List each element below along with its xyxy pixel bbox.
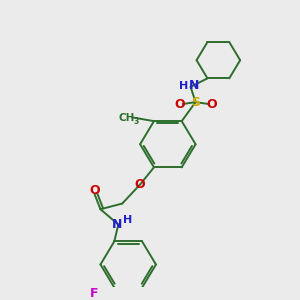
Text: F: F — [90, 287, 99, 300]
Text: S: S — [191, 96, 200, 109]
Text: N: N — [188, 80, 199, 92]
Text: H: H — [123, 215, 132, 225]
Text: O: O — [89, 184, 100, 197]
Text: O: O — [135, 178, 146, 191]
Text: H: H — [179, 81, 188, 91]
Text: O: O — [174, 98, 185, 110]
Text: CH: CH — [118, 113, 134, 123]
Text: 3: 3 — [134, 117, 139, 126]
Text: N: N — [112, 218, 122, 231]
Text: O: O — [206, 98, 217, 110]
